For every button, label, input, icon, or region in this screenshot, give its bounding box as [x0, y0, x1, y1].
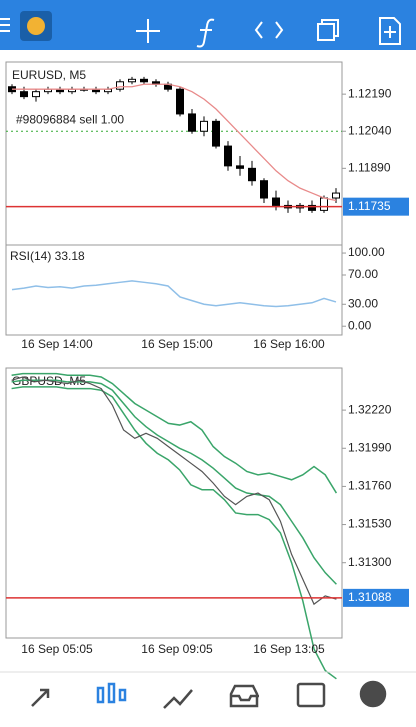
y-tick-label: 1.31530	[348, 517, 392, 531]
menu-button[interactable]	[0, 18, 10, 32]
current-price-label: 1.11735	[348, 199, 391, 213]
current-price-box	[343, 197, 409, 216]
nav-history[interactable]	[229, 684, 259, 708]
candle-body	[20, 91, 28, 98]
candle-body	[236, 165, 244, 169]
y-tick-label: 0.00	[348, 318, 372, 332]
y-tick-label: 1.31300	[348, 555, 392, 569]
indicator-line	[11, 280, 337, 308]
indicators-button[interactable]	[196, 18, 215, 48]
x-tick-label: 16 Sep 14:00	[21, 337, 93, 351]
y-tick-label: 1.11890	[348, 161, 391, 175]
line-lower	[11, 386, 337, 680]
trade-button[interactable]	[254, 21, 284, 39]
candle-body	[332, 192, 340, 199]
candle-body	[128, 78, 136, 83]
candle-body	[260, 180, 268, 199]
nav-messages[interactable]	[359, 680, 387, 708]
y-tick-label: 1.31990	[348, 440, 392, 454]
current-price-box	[343, 588, 409, 607]
chart-title: EURUSD, M5	[12, 68, 86, 82]
line-upper	[11, 372, 338, 494]
y-tick-label: 30.00	[348, 296, 378, 310]
chart-frame	[5, 61, 343, 336]
x-tick-label: 16 Sep 13:05	[253, 642, 325, 656]
nav-trade[interactable]	[163, 689, 193, 709]
x-tick-label: 16 Sep 15:00	[141, 337, 213, 351]
y-tick-label: 1.12040	[348, 123, 392, 137]
candle-body	[320, 197, 328, 211]
x-tick-label: 16 Sep 16:00	[253, 337, 325, 351]
nav-quotes[interactable]	[31, 688, 50, 707]
candle-body	[116, 81, 124, 90]
x-tick-label: 16 Sep 05:05	[21, 642, 93, 656]
y-tick-label: 1.31760	[348, 479, 392, 493]
crosshair-button[interactable]	[136, 19, 160, 43]
candle-body	[176, 88, 184, 115]
candle-body	[224, 145, 232, 167]
candle-body	[308, 204, 316, 211]
current-price-label: 1.31088	[348, 590, 392, 604]
new-order-button[interactable]	[379, 17, 401, 45]
candle-body	[248, 167, 256, 182]
candle-body	[32, 91, 40, 98]
candle-body	[200, 120, 208, 132]
line-close	[11, 376, 337, 606]
y-tick-label: 1.32220	[348, 402, 392, 416]
y-tick-label: 70.00	[348, 267, 378, 281]
candle-body	[188, 113, 196, 132]
windows-button[interactable]	[317, 19, 339, 41]
chart-frame	[5, 367, 343, 639]
line-middle	[11, 379, 337, 585]
order-label: #98096884 sell 1.00	[16, 112, 124, 126]
y-tick-label: 1.12190	[348, 86, 392, 100]
x-tick-label: 16 Sep 09:05	[141, 642, 213, 656]
candle-body	[272, 197, 280, 206]
nav-news[interactable]	[296, 682, 326, 708]
y-tick-label: 100.00	[348, 245, 385, 259]
app-icon-logo	[27, 17, 45, 35]
candle-body	[212, 120, 220, 147]
line-ma	[12, 83, 337, 202]
candle-body	[140, 78, 148, 83]
nav-chart[interactable]	[96, 682, 127, 704]
indicator-title: RSI(14) 33.18	[10, 249, 85, 263]
